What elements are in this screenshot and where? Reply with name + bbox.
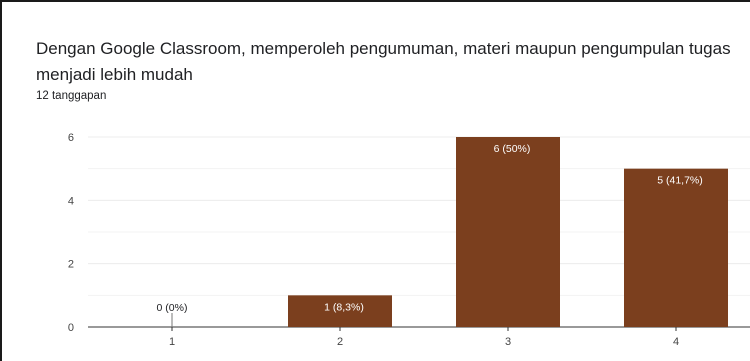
- y-tick-label: 4: [68, 195, 74, 207]
- response-count: 12 tanggapan: [36, 90, 107, 102]
- y-tick-label: 2: [68, 259, 74, 271]
- x-tick-label: 1: [169, 336, 175, 348]
- y-tick-label: 6: [68, 132, 74, 144]
- data-label: 0 (0%): [157, 302, 188, 314]
- bar[interactable]: [456, 137, 560, 327]
- bar[interactable]: [624, 168, 728, 327]
- bar[interactable]: [288, 295, 392, 327]
- x-tick-label: 2: [337, 336, 343, 348]
- data-label: 6 (50%): [494, 143, 531, 155]
- x-tick-label: 3: [505, 336, 511, 348]
- x-tick-label: 4: [673, 336, 679, 348]
- data-label: 5 (41,7%): [657, 175, 703, 187]
- data-label: 1 (8,3%): [324, 301, 364, 313]
- question-title: Dengan Google Classroom, memperoleh peng…: [36, 39, 731, 84]
- y-tick-label: 0: [68, 322, 74, 334]
